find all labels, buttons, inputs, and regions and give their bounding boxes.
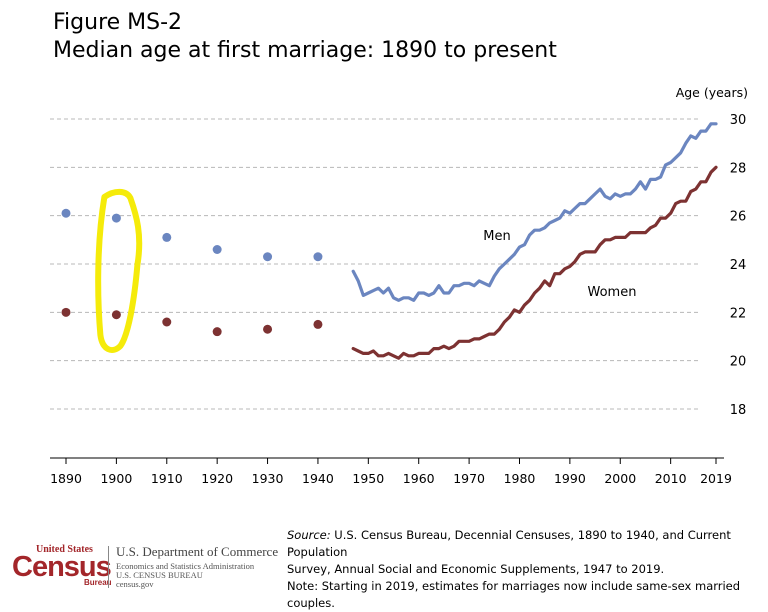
men-point-1890: [61, 208, 71, 218]
men-point-1920: [212, 245, 222, 254]
x-tick-label: 1970: [453, 471, 485, 486]
y-tick-label: 30: [730, 113, 747, 128]
women-point-1940: [313, 319, 323, 329]
women-point-1890: [61, 307, 71, 317]
census-logo-bureau: Bureau: [84, 578, 112, 587]
census-logo-top: United States: [36, 544, 93, 555]
x-tick-label: 2000: [604, 471, 636, 486]
source-line2: Survey, Annual Social and Economic Suppl…: [287, 562, 665, 576]
women-series-line: [351, 165, 718, 360]
x-tick-label: 1990: [554, 471, 586, 486]
men-series-label: Men: [483, 229, 510, 244]
x-tick-label: 1950: [352, 471, 384, 486]
x-tick-label: 1940: [302, 471, 334, 486]
median-age-chart: 18 20 22 24 26 28 30 Age (years) 1890 1900 1910 192…: [50, 85, 748, 486]
dept-sub-esa: Economics and Statistics Administration: [116, 561, 255, 571]
x-tick-label: 2019: [700, 471, 732, 486]
highlight-circle-1900: [95, 188, 143, 353]
source-label: Source:: [287, 528, 331, 542]
source-note-line: Note: Starting in 2019, estimates for ma…: [287, 579, 741, 610]
x-tick-label: 1920: [201, 471, 233, 486]
women-point-1910: [162, 317, 172, 327]
dept-sub-url: census.gov: [116, 579, 154, 589]
census-logo-word: Census: [12, 551, 112, 583]
men-point-1930: [263, 252, 273, 262]
women-point-1930: [263, 324, 273, 334]
y-tick-label: 24: [730, 258, 747, 273]
men-point-1910: [162, 232, 172, 242]
source-note: Source: U.S. Census Bureau, Decennial Ce…: [287, 527, 757, 612]
x-tick-label: 1980: [504, 471, 536, 486]
logo-divider: [108, 546, 109, 588]
figure-number: Figure MS-2: [53, 10, 183, 35]
dept-sub-census: U.S. CENSUS BUREAU: [116, 570, 203, 580]
men-point-1940: [313, 252, 323, 262]
y-tick-label: 22: [730, 306, 747, 321]
y-axis-label: Age (years): [676, 85, 748, 100]
y-tick-label: 18: [730, 403, 747, 418]
women-point-1920: [212, 327, 222, 337]
x-tick-label: 1910: [151, 471, 183, 486]
census-logo-block: United States Census Bureau U.S. Departm…: [10, 544, 280, 590]
x-tick-label: 1960: [403, 471, 435, 486]
source-line1: U.S. Census Bureau, Decennial Censuses, …: [287, 528, 731, 559]
x-tick-label: 1900: [100, 471, 132, 486]
women-series-label: Women: [588, 285, 637, 300]
y-tick-label: 26: [730, 210, 747, 225]
x-tick-label: 2010: [655, 471, 687, 486]
y-tick-label: 28: [730, 161, 747, 176]
men-point-1900: [111, 213, 121, 223]
women-point-1900: [111, 310, 121, 320]
dept-name: U.S. Department of Commerce: [116, 544, 279, 559]
y-tick-label: 20: [730, 355, 747, 370]
x-tick-label: 1890: [50, 471, 82, 486]
chart-title: Median age at first marriage: 1890 to pr…: [53, 38, 557, 63]
x-tick-label: 1930: [252, 471, 284, 486]
men-series-line: [351, 122, 718, 302]
